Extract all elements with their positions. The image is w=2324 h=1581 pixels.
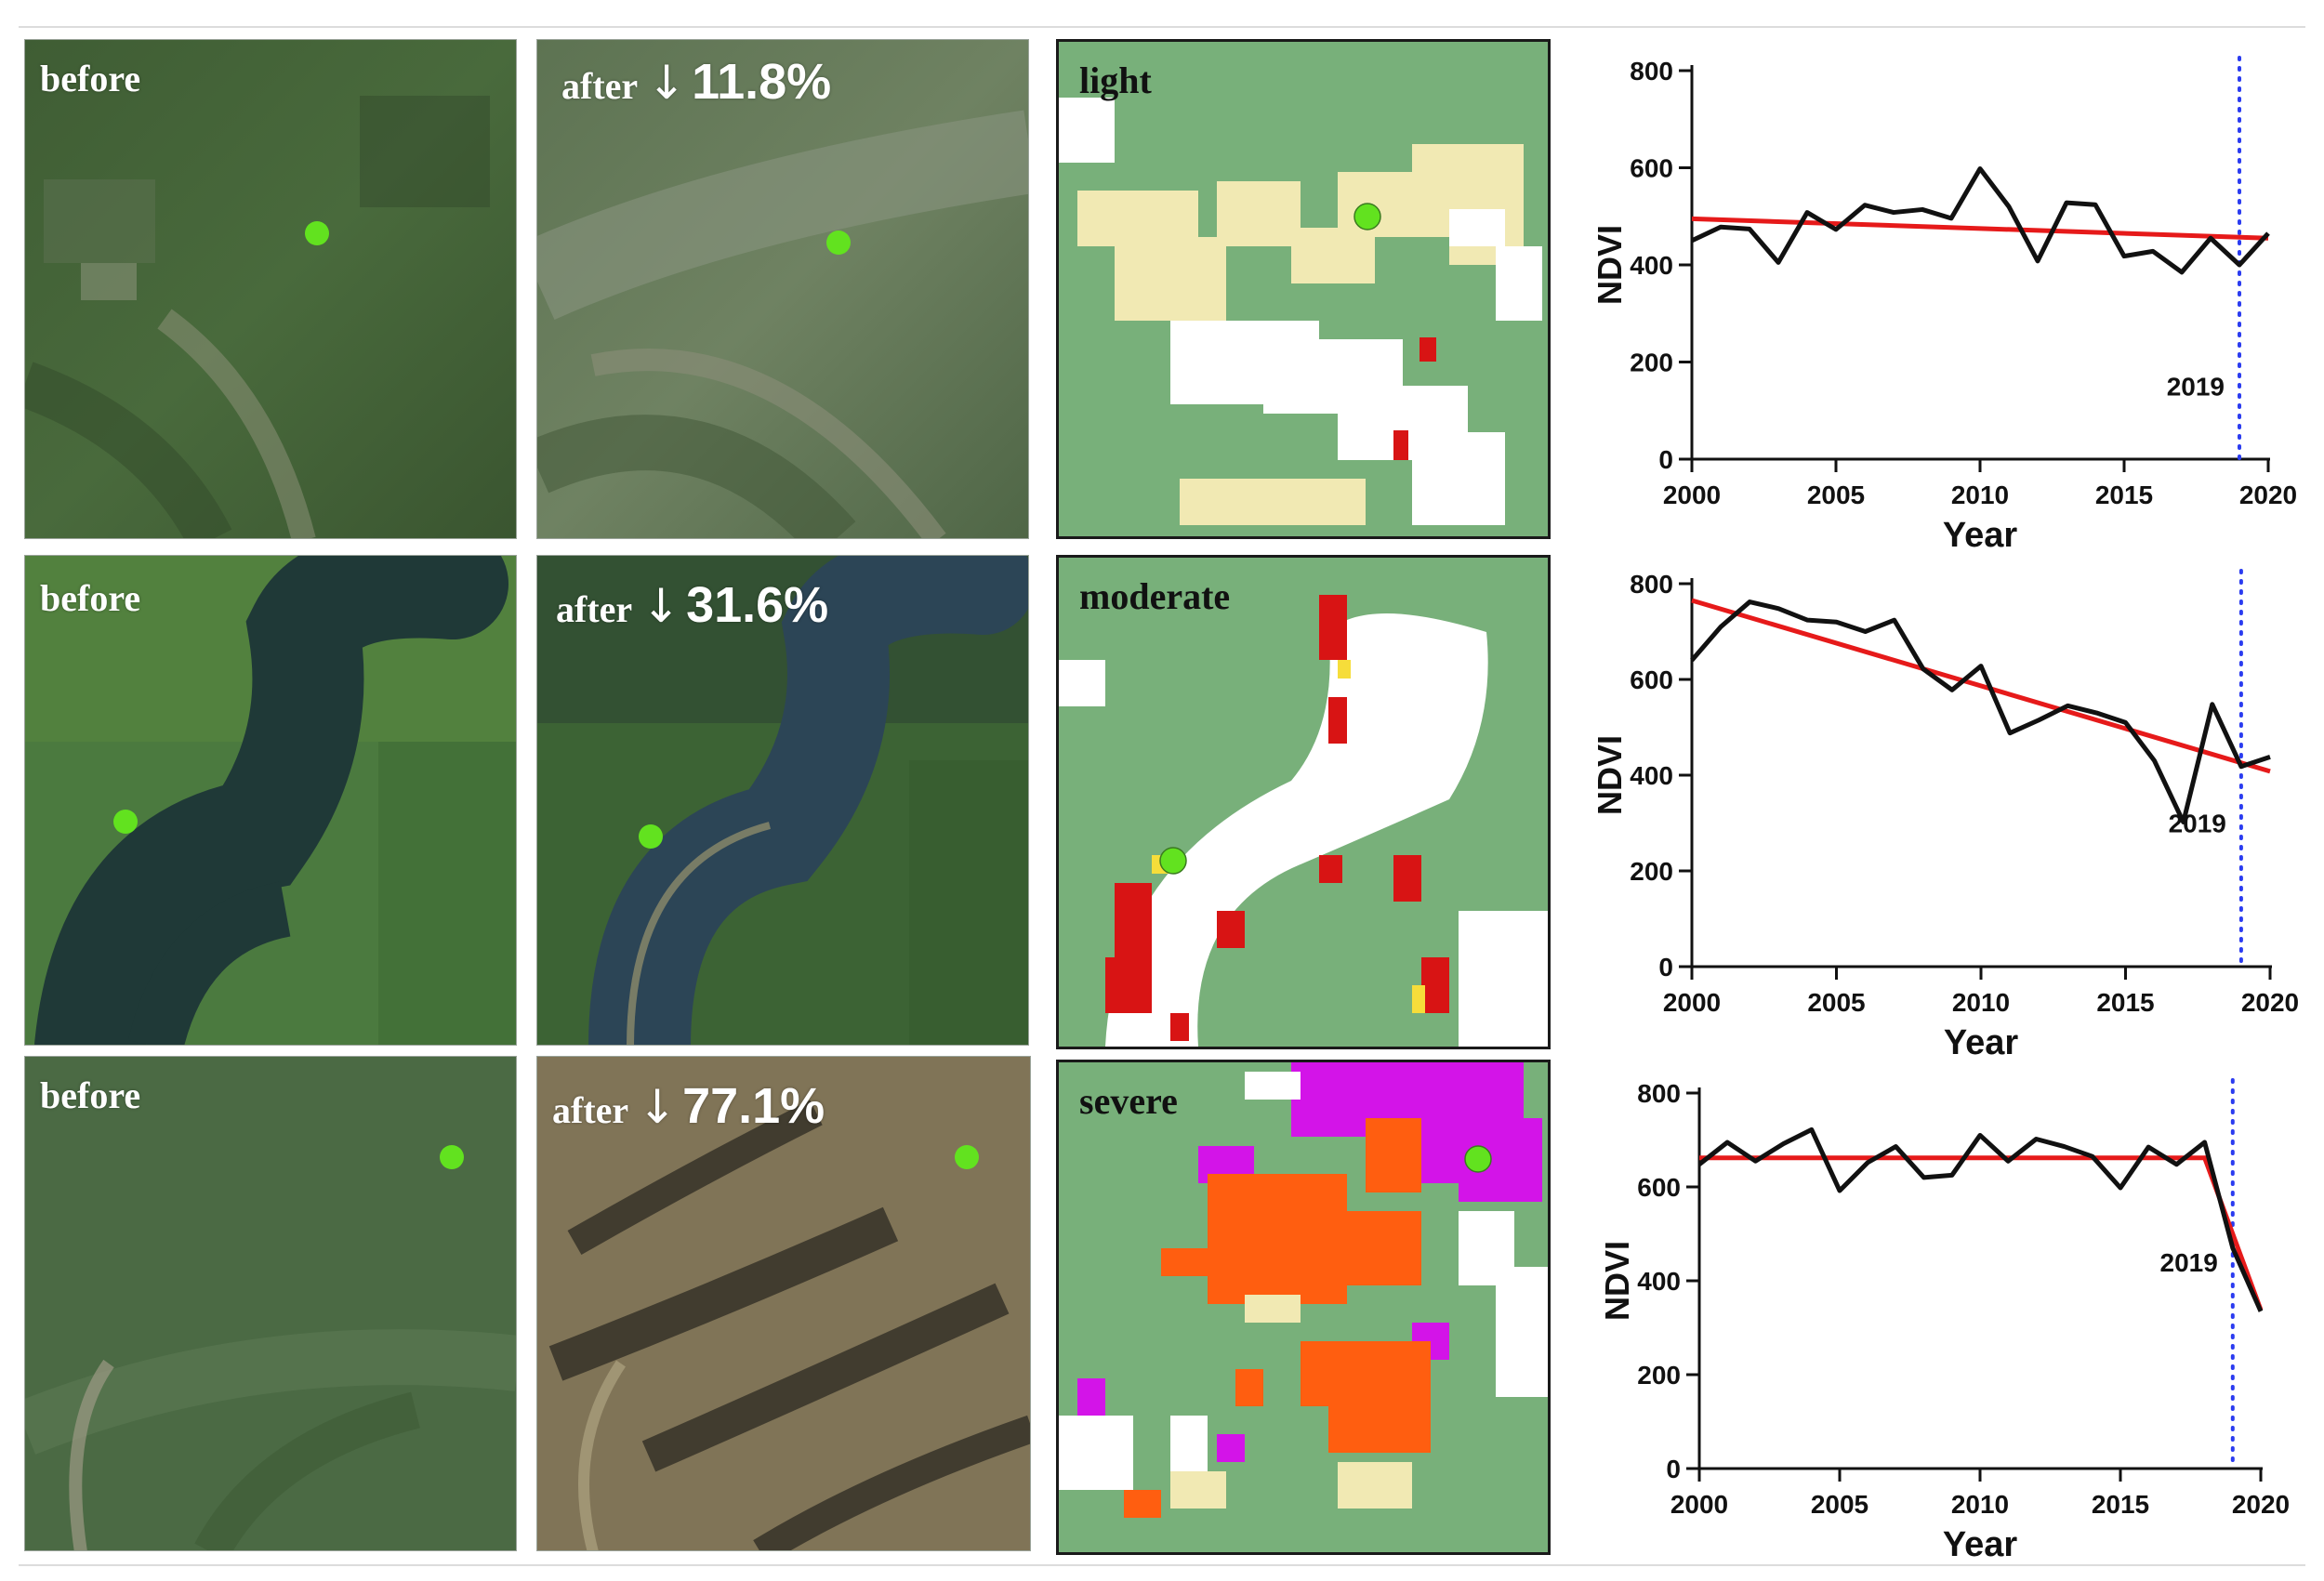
ndvi-series-line <box>1690 166 2270 275</box>
before-image-severe: before <box>24 1056 517 1551</box>
after-label-row: after ↓ 77.1% <box>552 1077 825 1135</box>
y-axis-label: NDVI <box>1591 735 1629 815</box>
after-image-severe: after ↓ 77.1% <box>536 1056 1031 1551</box>
y-tick-label: 0 <box>1658 445 1673 474</box>
x-tick-label: 2020 <box>2232 1490 2290 1519</box>
y-tick-label: 800 <box>1637 1079 1681 1108</box>
arrow-down-icon: ↓ <box>638 1080 678 1134</box>
ndvi-chart-moderate: 0 200 400 600 800 2000 2005 2010 2015 2020 Year NDV… <box>1591 569 2299 1062</box>
y-tick-label: 800 <box>1630 570 1673 599</box>
x-axis-label: Year <box>1943 1525 2018 1561</box>
y-tick-label: 200 <box>1630 349 1673 377</box>
ndvi-chart-light: 0 200 400 600 800 2000 2005 2010 2015 2020 Year NDV… <box>1591 56 2297 555</box>
x-tick-label: 2005 <box>1807 988 1865 1017</box>
y-axis-label: NDVI <box>1591 225 1629 305</box>
ndvi-decrease-percent: 31.6% <box>686 577 829 633</box>
severity-label: severe <box>1079 1080 1178 1122</box>
before-image-light: before <box>24 39 517 539</box>
severity-map-moderate: moderate <box>1056 555 1551 1049</box>
y-tick-label: 0 <box>1666 1455 1681 1483</box>
after-image-light: after ↓ 11.8% <box>536 39 1029 539</box>
after-label: after <box>561 65 639 107</box>
before-label: before <box>40 577 141 619</box>
after-image-moderate: after ↓ 31.6% <box>536 555 1029 1046</box>
arrow-down-icon: ↓ <box>647 56 687 110</box>
before-image-moderate: before <box>24 555 517 1046</box>
severity-label: moderate <box>1079 575 1231 617</box>
top-divider <box>19 26 2305 28</box>
sample-point-marker <box>305 221 329 245</box>
ndvi-decrease-percent: 77.1% <box>682 1078 825 1134</box>
y-tick-label: 400 <box>1630 761 1673 790</box>
sample-point-marker <box>826 231 851 255</box>
sample-point-marker <box>1353 203 1381 231</box>
ndvi-series-line <box>1697 1126 2264 1312</box>
y-tick-label: 400 <box>1630 251 1673 280</box>
trend-line <box>1699 1155 2264 1311</box>
x-tick-label: 2005 <box>1807 481 1865 509</box>
y-tick-label: 600 <box>1630 154 1673 183</box>
event-year-label: 2019 <box>2160 1248 2218 1277</box>
sample-point-marker <box>1464 1145 1492 1173</box>
trend-line <box>1691 598 2271 774</box>
x-tick-label: 2005 <box>1811 1490 1868 1519</box>
sample-point-marker <box>955 1145 979 1169</box>
after-label-row: after ↓ 11.8% <box>561 53 831 111</box>
x-axis-label: Year <box>1943 516 2018 555</box>
severity-map-light: light <box>1056 39 1551 539</box>
ndvi-decrease-percent: 11.8% <box>692 54 832 110</box>
x-tick-label: 2010 <box>1951 1490 2009 1519</box>
y-tick-label: 800 <box>1630 57 1673 86</box>
y-tick-label: 400 <box>1637 1267 1681 1296</box>
x-tick-label: 2020 <box>2241 988 2299 1017</box>
bottom-divider <box>19 1564 2305 1566</box>
x-tick-label: 2010 <box>1951 481 2009 509</box>
after-label: after <box>556 588 633 630</box>
ndvi-chart-severe: 0 200 400 600 800 2000 2005 2010 2015 2020 Year NDV… <box>1598 1078 2290 1561</box>
sample-point-marker <box>113 810 138 834</box>
x-tick-label: 2000 <box>1670 1490 1728 1519</box>
severity-map-severe: severe <box>1056 1060 1551 1555</box>
sample-point-marker <box>639 824 663 849</box>
y-axis-label: NDVI <box>1598 1241 1636 1321</box>
before-label: before <box>40 58 141 99</box>
y-tick-label: 200 <box>1637 1361 1681 1390</box>
arrow-down-icon: ↓ <box>641 579 681 633</box>
severity-label: light <box>1079 59 1152 101</box>
after-label: after <box>552 1089 629 1131</box>
x-tick-label: 2015 <box>2092 1490 2149 1519</box>
ndvi-series-line <box>1690 599 2271 824</box>
after-label-row: after ↓ 31.6% <box>556 576 828 634</box>
x-tick-label: 2015 <box>2096 988 2154 1017</box>
sample-point-marker <box>1159 847 1187 875</box>
x-tick-label: 2015 <box>2095 481 2153 509</box>
trend-line <box>1691 216 2269 241</box>
y-tick-label: 200 <box>1630 857 1673 886</box>
x-tick-label: 2010 <box>1952 988 2010 1017</box>
x-tick-label: 2000 <box>1663 481 1721 509</box>
y-tick-label: 600 <box>1630 665 1673 694</box>
x-tick-label: 2000 <box>1663 988 1721 1017</box>
sample-point-marker <box>440 1145 464 1169</box>
x-axis-label: Year <box>1944 1023 2019 1062</box>
event-year-label: 2019 <box>2167 373 2225 402</box>
before-label: before <box>40 1074 141 1116</box>
y-tick-label: 0 <box>1658 953 1673 982</box>
y-tick-label: 600 <box>1637 1173 1681 1202</box>
x-tick-label: 2020 <box>2239 481 2297 509</box>
